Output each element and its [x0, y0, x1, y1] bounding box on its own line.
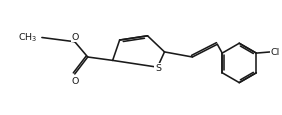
Text: O: O — [72, 33, 79, 42]
Text: O: O — [71, 76, 78, 85]
Text: S: S — [155, 64, 161, 73]
Text: Cl: Cl — [270, 48, 279, 57]
Text: CH$_3$: CH$_3$ — [18, 31, 38, 44]
